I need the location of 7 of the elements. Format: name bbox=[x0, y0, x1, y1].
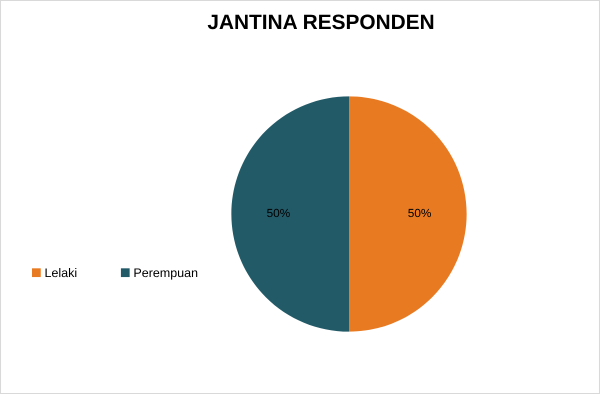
data-label: 50% bbox=[267, 208, 290, 218]
chart-title: JANTINA RESPONDEN bbox=[208, 14, 434, 30]
pie-slice bbox=[231, 96, 349, 332]
pie-slice bbox=[349, 96, 467, 332]
data-label: 50% bbox=[408, 208, 431, 218]
legend-label: Lelaki bbox=[46, 268, 76, 278]
legend-label: Perempuan bbox=[134, 268, 198, 280]
